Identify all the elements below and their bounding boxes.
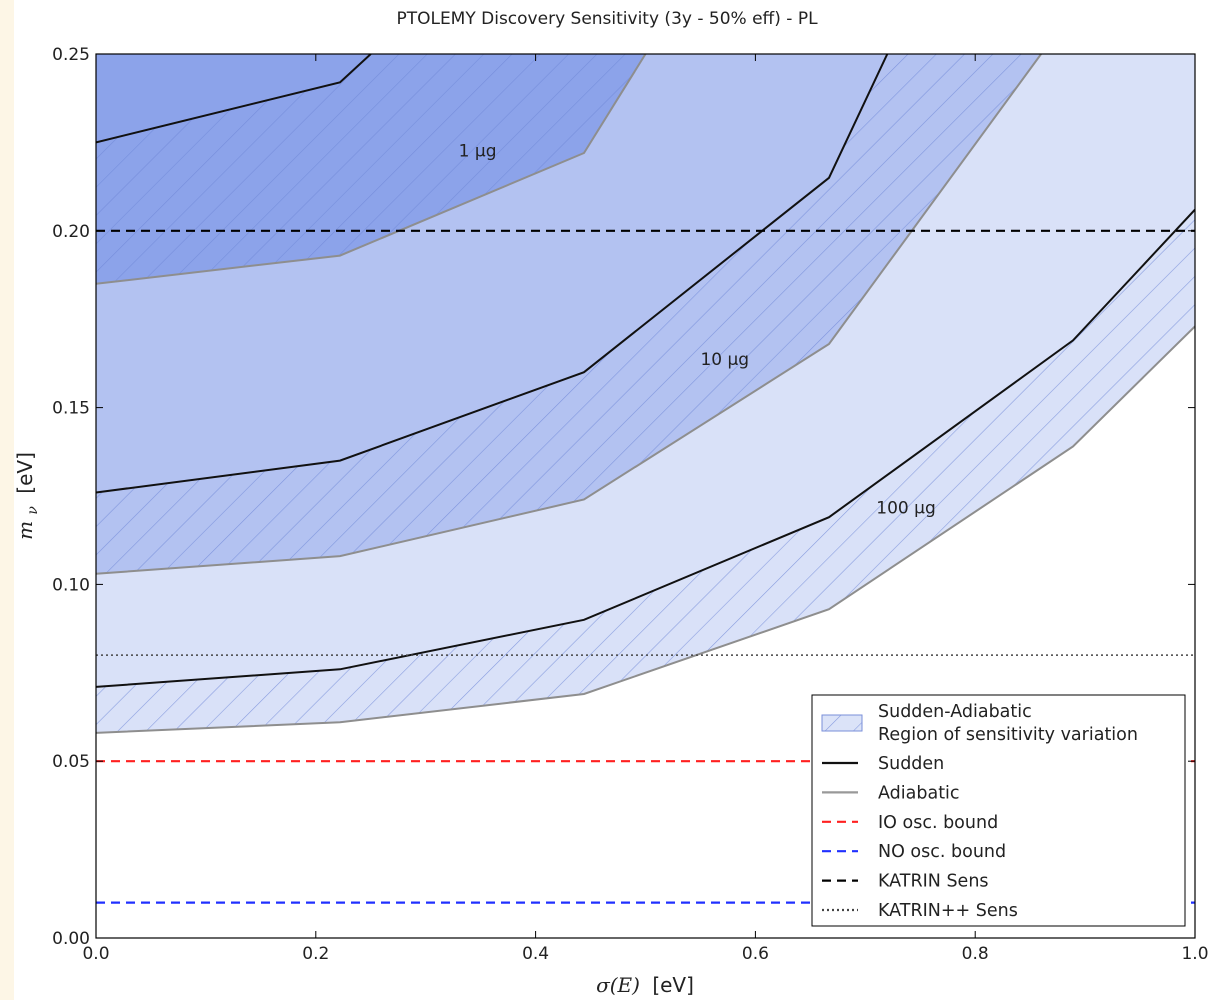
x-tick-label: 0.8 bbox=[962, 944, 989, 964]
x-axis-label: σ(E) [eV] bbox=[596, 973, 694, 997]
y-tick-label: 0.05 bbox=[52, 752, 90, 772]
left-margin-strip bbox=[0, 0, 14, 1000]
legend-label-2: Adiabatic bbox=[878, 783, 960, 803]
contour-label-1: 10 μg bbox=[700, 350, 749, 370]
x-tick-label: 0.0 bbox=[82, 944, 109, 964]
y-axis-ticks: 0.00 0.05 0.10 0.15 0.20 0.25 bbox=[52, 45, 1195, 949]
x-tick-label: 0.2 bbox=[302, 944, 329, 964]
contour-label-0: 1 μg bbox=[459, 142, 497, 162]
adiabatic-line-2 bbox=[96, 325, 1195, 734]
y-tick-label: 0.10 bbox=[52, 575, 90, 595]
legend-label-hatch-line2: Region of sensitivity variation bbox=[878, 725, 1138, 745]
contour-labels: 1 μg 10 μg 100 μg bbox=[459, 142, 936, 519]
legend-label-1: Sudden bbox=[878, 754, 944, 774]
legend: Sudden-Adiabatic Region of sensitivity va… bbox=[811, 694, 1186, 927]
adiabatic-line-1 bbox=[96, 54, 1042, 575]
y-tick-label: 0.20 bbox=[52, 222, 90, 242]
legend-label-4: NO osc. bound bbox=[878, 842, 1006, 862]
legend-label-6: KATRIN++ Sens bbox=[878, 901, 1018, 921]
y-tick-label: 0.25 bbox=[52, 45, 90, 65]
y-axis-subscript: ν bbox=[25, 506, 41, 515]
x-axis-unit: [eV] bbox=[652, 973, 694, 997]
plot-frame bbox=[95, 53, 1196, 939]
sudden-line-1 bbox=[96, 54, 889, 494]
plot-area bbox=[96, 54, 1195, 734]
hatch-band-0 bbox=[96, 54, 1195, 284]
x-tick-label: 0.4 bbox=[522, 944, 549, 964]
legend-label-5: KATRIN Sens bbox=[878, 872, 989, 892]
y-axis-label: m ν [eV] bbox=[13, 452, 42, 540]
x-axis-symbol: σ(E) bbox=[596, 973, 640, 997]
hatch-band-1 bbox=[96, 54, 1195, 574]
legend-swatch-hatch bbox=[821, 714, 863, 732]
chart-title: PTOLEMY Discovery Sensitivity (3y - 50% … bbox=[396, 9, 818, 29]
hatch-band-2 bbox=[96, 54, 1195, 733]
x-axis-ticks: 0.0 0.2 0.4 0.6 0.8 1.0 bbox=[82, 54, 1209, 964]
y-tick-label: 0.15 bbox=[52, 399, 90, 419]
y-axis-symbol: m bbox=[13, 521, 37, 540]
adiabatic-line-0 bbox=[96, 54, 647, 285]
y-axis-unit: [eV] bbox=[13, 452, 37, 494]
legend-label-3: IO osc. bound bbox=[878, 813, 998, 833]
legend-label-hatch-line1: Sudden-Adiabatic bbox=[878, 702, 1032, 722]
x-tick-label: 0.6 bbox=[742, 944, 769, 964]
y-tick-label: 0.00 bbox=[52, 929, 90, 949]
sudden-line-2 bbox=[96, 208, 1195, 688]
contour-label-2: 100 μg bbox=[876, 499, 935, 519]
legend-box bbox=[811, 694, 1186, 927]
x-tick-label: 1.0 bbox=[1181, 944, 1208, 964]
sudden-line-0 bbox=[96, 54, 372, 144]
